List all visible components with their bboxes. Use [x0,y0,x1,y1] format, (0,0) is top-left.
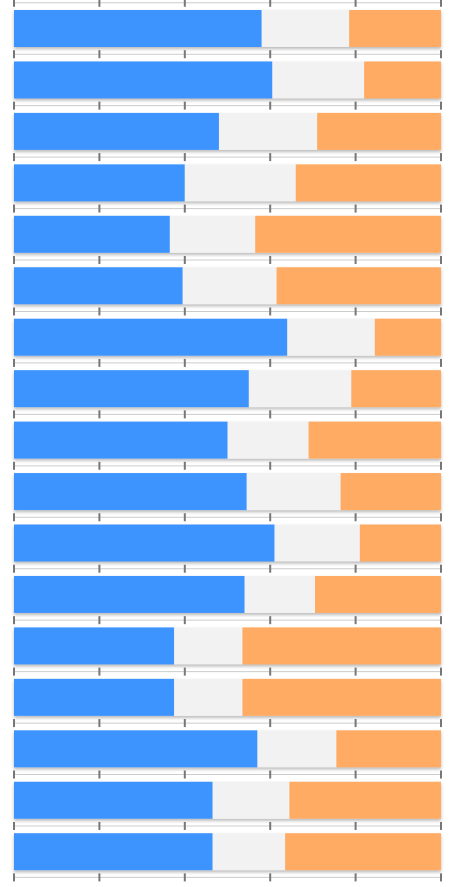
bar-segment-1 [14,267,183,305]
bar-row [14,678,441,716]
bar-segment-3 [349,10,441,47]
bar-segment-3 [359,524,441,562]
bar-segment-1 [14,678,175,716]
bar-segment-2 [244,575,316,613]
bar-segment-1 [14,215,170,253]
bar-segment-3 [317,112,441,150]
bar-segment-2 [174,678,243,716]
bar-row [14,421,441,459]
bar-segment-2 [246,473,341,511]
bar-row [14,730,441,768]
bar-segment-2 [287,318,375,356]
bar-segment-2 [184,164,296,202]
bar-segment-2 [174,627,243,665]
bar-segment-1 [14,833,213,871]
bar-segment-2 [218,112,318,150]
bar-row [14,10,441,47]
bar-segment-1 [14,370,249,408]
bar-segment-1 [14,112,219,150]
bars [14,10,441,871]
bar-segment-3 [351,370,441,408]
bar-segment-3 [295,164,441,202]
bar-segment-3 [308,421,441,459]
bar-segment-1 [14,524,275,562]
bar-row [14,524,441,562]
bar-segment-2 [257,730,337,768]
bar-row [14,112,441,150]
bar-segment-1 [14,575,245,613]
bar-row [14,370,441,408]
bar-segment-3 [242,627,441,665]
bar-segment-3 [276,267,441,305]
bar-segment-1 [14,10,262,47]
bar-segment-3 [340,473,441,511]
bar-segment-3 [336,730,441,768]
bar-segment-3 [289,781,441,819]
bar-row [14,267,441,305]
bar-segment-2 [212,833,286,871]
bar-segment-3 [285,833,441,871]
bar-segment-1 [14,473,247,511]
bar-segment-2 [169,215,256,253]
bar-row [14,61,441,99]
bar-row [14,164,441,202]
bar-segment-3 [255,215,441,253]
bar-segment-3 [242,678,441,716]
bar-row [14,575,441,613]
bar-row [14,627,441,665]
bar-segment-1 [14,781,213,819]
bar-segment-3 [315,575,441,613]
bar-segment-3 [374,318,441,356]
bar-segment-2 [248,370,352,408]
bar-segment-2 [212,781,290,819]
bar-segment-1 [14,318,288,356]
bar-row [14,781,441,819]
bar-row [14,215,441,253]
grid-ticks [13,0,442,882]
bar-segment-2 [227,421,309,459]
bar-segment-2 [272,61,365,99]
bar-row [14,833,441,871]
bar-segment-2 [274,524,360,562]
bar-segment-2 [261,10,350,47]
bar-row [14,318,441,356]
bar-segment-1 [14,730,258,768]
bar-segment-1 [14,421,228,459]
bar-segment-1 [14,627,175,665]
bar-segment-3 [364,61,441,99]
bar-segment-1 [14,164,185,202]
bar-segment-1 [14,61,273,99]
bar-row [14,473,441,511]
bar-segment-2 [182,267,277,305]
